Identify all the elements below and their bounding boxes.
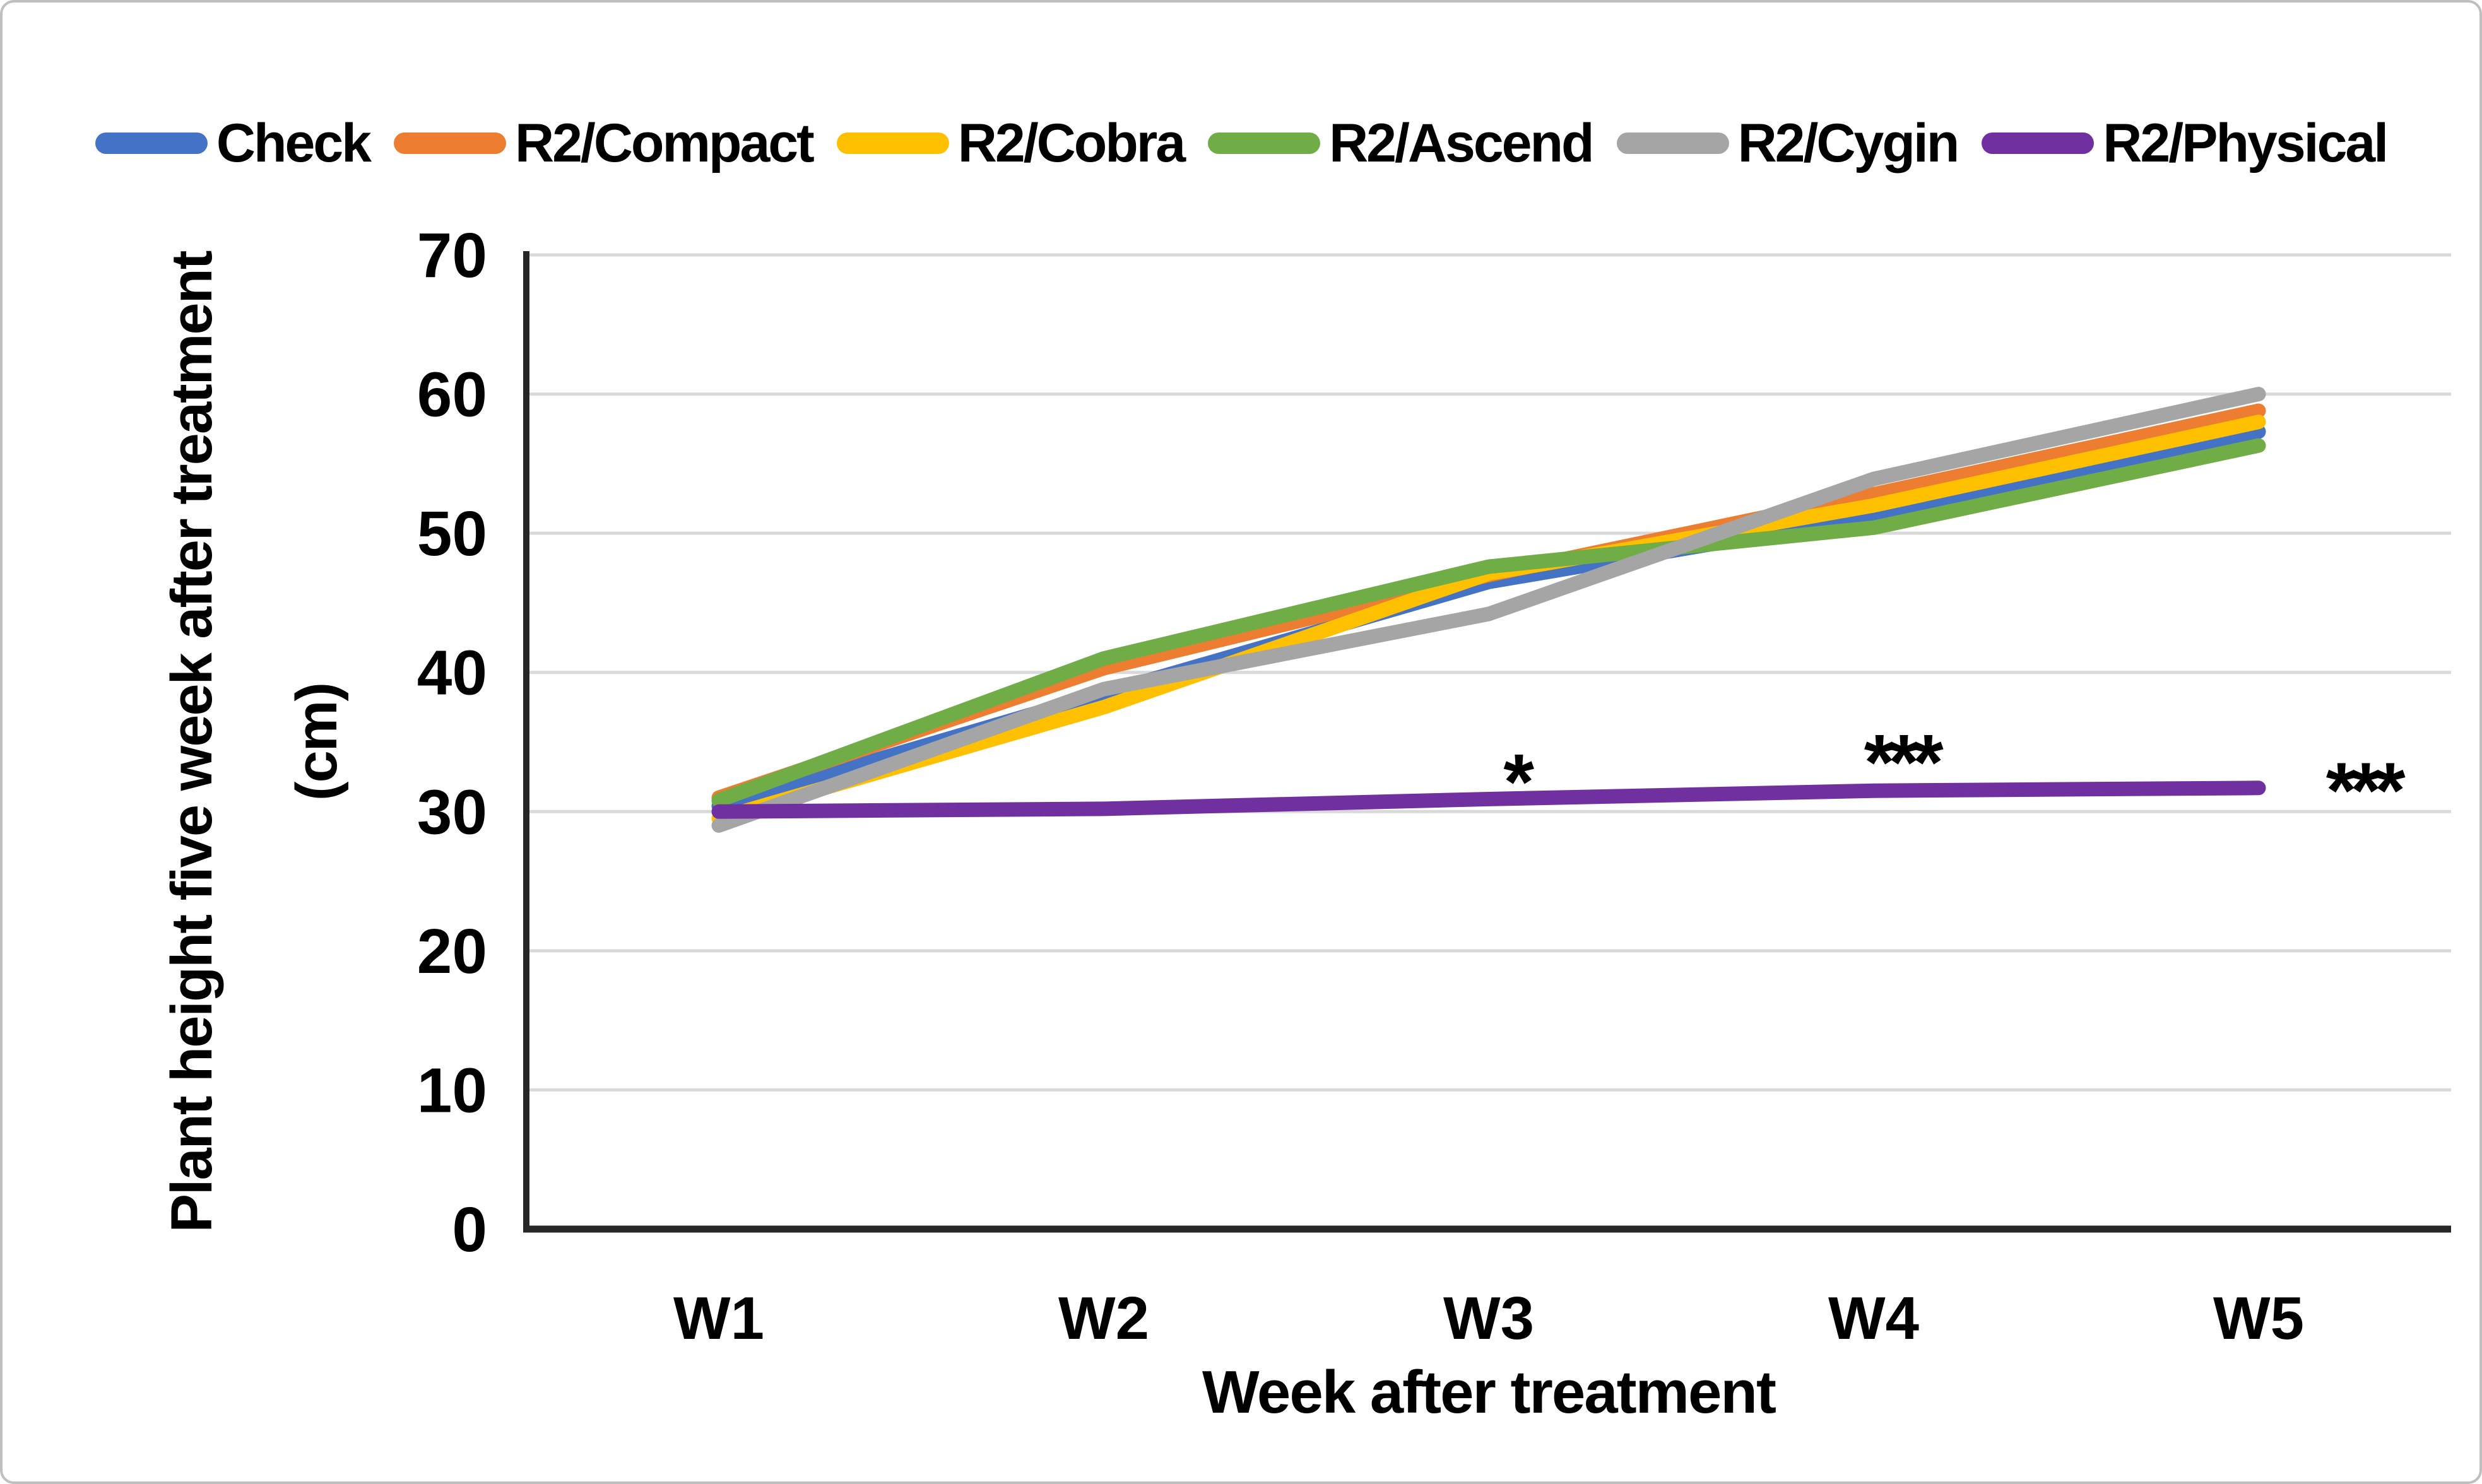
legend-label: R2/Physical — [2103, 112, 2389, 174]
legend-item-r2-cobra: R2/Cobra — [836, 112, 1186, 175]
legend-line-swatch — [836, 132, 949, 154]
legend-item-r2-ascend: R2/Ascend — [1208, 112, 1595, 175]
y-tick-labels: 0 10 20 30 40 50 60 70 — [417, 220, 487, 1265]
x-category-label: W2 — [1058, 1285, 1149, 1352]
series-line-r2-physical — [711, 780, 2266, 819]
legend-line-swatch — [1616, 132, 1729, 154]
gridlines — [526, 253, 2451, 1092]
legend-label: Check — [216, 112, 372, 174]
legend-item-r2-cygin: R2/Cygin — [1616, 112, 1960, 175]
y-tick-label: 70 — [417, 220, 487, 291]
x-category-label: W4 — [1828, 1285, 1919, 1352]
data-series-lines — [711, 387, 2266, 833]
x-category-labels: W1 W2 W3 W4 W5 — [673, 1285, 2304, 1352]
axis-lines — [523, 251, 2451, 1233]
y-tick-label: 50 — [417, 498, 487, 569]
legend-label: R2/Ascend — [1329, 112, 1594, 174]
legend-item-r2-compact: R2/Compact — [394, 112, 815, 175]
series-line-r2-cygin — [711, 387, 2266, 833]
y-tick-label: 0 — [452, 1194, 487, 1265]
significance-annotation: *** — [1864, 719, 1944, 807]
legend-item-r2-physical: R2/Physical — [1982, 112, 2389, 175]
x-axis-title: Week after treatment — [1202, 1358, 1776, 1426]
chart-legend: Check R2/Compact R2/Cobra R2/Ascend R2/C… — [3, 102, 2479, 184]
y-tick-label: 30 — [417, 777, 487, 847]
y-tick-label: 60 — [417, 360, 487, 430]
legend-line-swatch — [1208, 132, 1321, 154]
legend-line-swatch — [1982, 132, 2095, 154]
y-tick-label: 20 — [417, 916, 487, 987]
x-category-label: W3 — [1443, 1285, 1534, 1352]
y-tick-label: 10 — [417, 1055, 487, 1126]
legend-line-swatch — [95, 132, 208, 154]
legend-label: R2/Cobra — [957, 112, 1186, 174]
legend-line-swatch — [394, 132, 506, 154]
x-category-label: W1 — [673, 1285, 764, 1352]
y-tick-label: 40 — [417, 638, 487, 709]
legend-label: R2/Compact — [515, 112, 815, 174]
significance-annotation: *** — [2326, 747, 2406, 835]
series-line-r2-ascend — [711, 438, 2266, 808]
legend-label: R2/Cygin — [1737, 112, 1960, 174]
x-category-label: W5 — [2213, 1285, 2304, 1352]
significance-annotations: * *** *** — [1503, 719, 2412, 835]
legend-item-check: Check — [95, 112, 372, 175]
